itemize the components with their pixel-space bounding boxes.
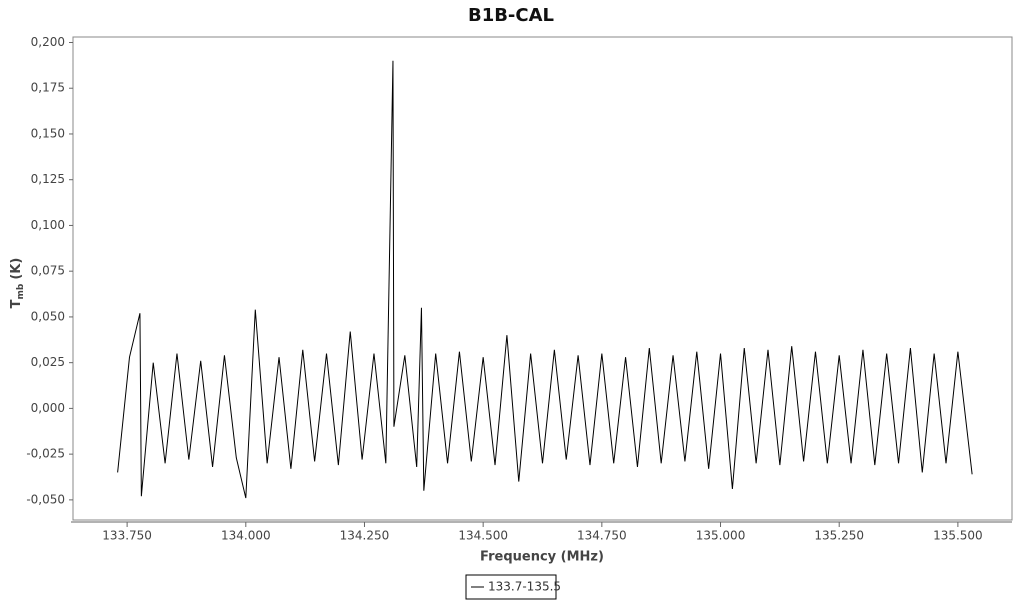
y-tick-label: 0,025 xyxy=(31,355,65,369)
legend-box xyxy=(465,574,557,600)
x-axis-title: Frequency (MHz) xyxy=(480,550,604,565)
y-tick-label: 0,175 xyxy=(31,81,65,95)
y-tick-label: 0,000 xyxy=(31,401,65,415)
y-title-sub: mb xyxy=(16,283,26,299)
plot-frame xyxy=(72,36,1013,521)
y-tick-label: 0,125 xyxy=(31,172,65,186)
y-tick-label: -0,025 xyxy=(26,447,65,461)
legend-label: 133.7-135.5 xyxy=(488,580,561,594)
y-axis-title: Tmb (K) xyxy=(9,258,26,309)
x-tick-label: 134.000 xyxy=(221,529,271,543)
x-tick-label: 135.500 xyxy=(933,529,983,543)
y-title-unit: (K) xyxy=(9,258,24,280)
spectrum-line xyxy=(117,60,973,499)
y-tick-label: -0,050 xyxy=(26,492,65,506)
chart-title: B1B-CAL xyxy=(468,5,554,26)
y-tick-label: 0,075 xyxy=(31,264,65,278)
x-tick-label: 134.500 xyxy=(458,529,508,543)
x-tick-label: 133.750 xyxy=(102,529,152,543)
y-tick-label: 0,150 xyxy=(31,126,65,140)
y-title-main: T xyxy=(9,299,24,308)
x-tick-label: 134.250 xyxy=(340,529,390,543)
x-tick-label: 135.250 xyxy=(814,529,864,543)
y-tick-label: 0,100 xyxy=(31,218,65,232)
x-tick-label: 135.000 xyxy=(696,529,746,543)
x-tick-label: 134.750 xyxy=(577,529,627,543)
y-tick-label: 0,050 xyxy=(31,309,65,323)
y-tick-label: 0,200 xyxy=(31,35,65,49)
